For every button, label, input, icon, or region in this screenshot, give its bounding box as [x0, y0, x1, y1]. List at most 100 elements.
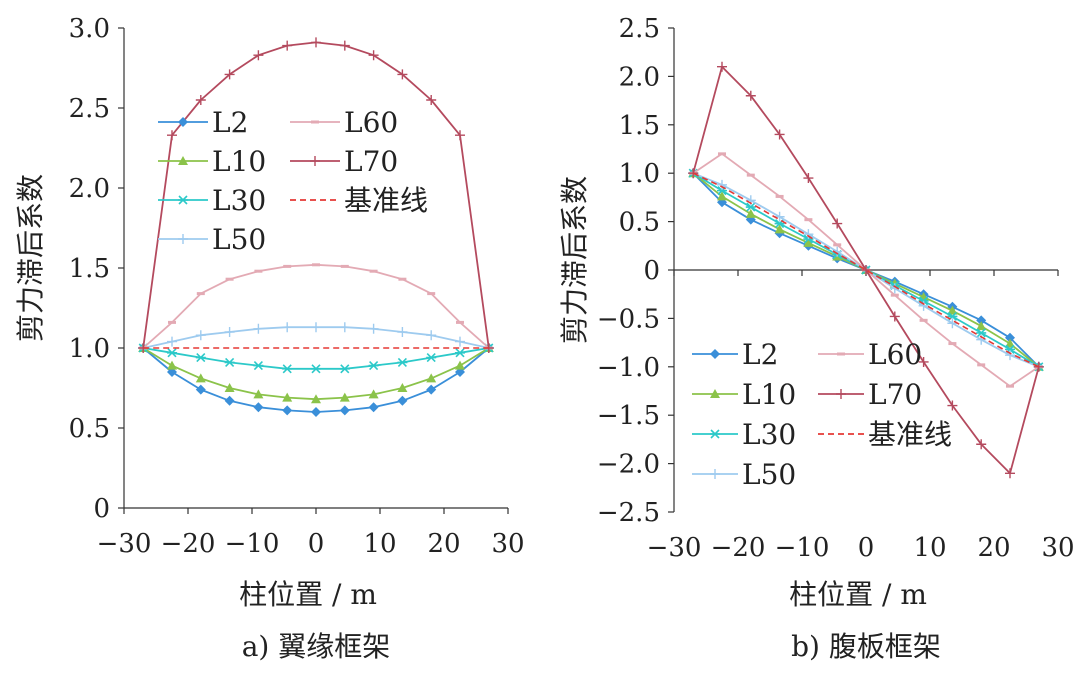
data-point [803, 173, 814, 184]
data-point [1005, 350, 1015, 361]
series-line [142, 41, 490, 349]
legend-label: L2 [742, 338, 778, 371]
series-line [142, 347, 490, 401]
data-point [455, 360, 465, 370]
series-L10 [138, 343, 494, 404]
x-tick-label: −30 [647, 533, 702, 563]
legend-item: L50 [158, 223, 266, 256]
data-point [339, 364, 350, 374]
x-tick-label: −20 [711, 533, 766, 563]
data-point [311, 364, 321, 374]
data-point [167, 360, 177, 370]
y-tick-label: 0.5 [619, 208, 660, 238]
data-point [976, 328, 987, 338]
data-point [368, 361, 379, 371]
data-point [397, 395, 408, 406]
data-point [918, 356, 929, 367]
x-tick-label: −30 [97, 529, 152, 559]
x-tick-label: 10 [363, 529, 396, 559]
data-point [195, 95, 206, 105]
legend-label: L70 [868, 378, 922, 411]
series-line [142, 263, 490, 349]
y-tick-label: −0.5 [597, 304, 660, 334]
data-point [224, 357, 235, 367]
y-tick-label: 2.5 [619, 14, 660, 44]
y-tick-label: −1.5 [597, 401, 660, 431]
data-point [455, 348, 465, 358]
data-point [918, 300, 929, 311]
legend-label: 基准线 [868, 418, 952, 451]
data-point [368, 50, 379, 61]
data-point [224, 395, 235, 406]
data-point [1005, 332, 1015, 343]
legend-item: L70 [818, 378, 922, 411]
x-tick-label: −10 [225, 529, 280, 559]
data-point [947, 400, 958, 411]
data-point [889, 311, 900, 322]
legend-item: L30 [692, 418, 796, 451]
data-point [426, 95, 437, 105]
data-point [803, 229, 814, 240]
x-tick-label: 20 [977, 533, 1010, 563]
y-tick-label: 0 [93, 494, 110, 524]
legend-marker [310, 156, 320, 166]
data-point [717, 179, 727, 190]
y-tick-label: 1.5 [69, 254, 110, 284]
legend-item: L2 [158, 106, 248, 139]
x-tick-label: 0 [308, 529, 325, 559]
series-L2 [138, 343, 494, 417]
legend-label: L50 [212, 223, 266, 256]
legend-label: L30 [742, 418, 796, 451]
series-line [692, 172, 1040, 368]
legend-label: L2 [212, 106, 248, 139]
legend-item: L70 [290, 145, 398, 178]
chart-web-frame: −2.5−2.0−1.5−1.0−0.500.51.01.52.02.5−30−… [558, 14, 1075, 663]
data-point [717, 61, 727, 72]
x-tick-label: −20 [161, 529, 216, 559]
legend-marker [710, 429, 720, 439]
data-point [745, 202, 756, 212]
data-point [282, 405, 293, 416]
legend-item: L60 [818, 338, 922, 371]
chart-flange-frame: 0 0.5 1.0 1.5 2.0 2.5 3.0 −30 −20 −10 0 10 20 30 柱位置 /… [14, 14, 525, 663]
data-point [455, 336, 465, 347]
legend-label: L60 [344, 106, 398, 139]
y-tick-label: −2.5 [597, 498, 660, 528]
data-point [224, 69, 235, 80]
legend-label: L50 [742, 458, 796, 491]
data-point [311, 37, 321, 48]
legend-item: L10 [692, 378, 796, 411]
y-tick-label: 0 [643, 256, 660, 286]
data-point [368, 389, 379, 399]
legend-item: 基准线 [290, 184, 428, 217]
data-point [774, 211, 785, 222]
chart-caption: a) 翼缘框架 [242, 630, 391, 663]
y-tick-label: 1.0 [619, 159, 660, 189]
legend-label: L30 [212, 184, 266, 217]
data-point [253, 402, 264, 413]
series-L70 [688, 61, 1044, 479]
data-point [282, 392, 293, 402]
y-axis-label: 剪力滞后系数 [14, 174, 47, 342]
y-tick-label: 3.0 [69, 14, 110, 44]
data-point [426, 330, 437, 341]
data-point [426, 353, 437, 363]
legend-item: L2 [692, 338, 778, 371]
series-L30 [138, 343, 494, 374]
legend-label: L70 [344, 145, 398, 178]
x-tick-label: 20 [427, 529, 460, 559]
data-point [861, 265, 871, 275]
y-tick-label: −2.0 [597, 450, 660, 480]
data-point [195, 373, 206, 383]
legend-item: L50 [692, 458, 796, 491]
legend-marker [178, 156, 188, 165]
data-point [1005, 468, 1015, 479]
data-point [339, 392, 350, 402]
data-point [311, 407, 321, 417]
x-tick-label: 0 [858, 533, 875, 563]
data-point [745, 90, 756, 101]
legend-label: 基准线 [344, 184, 428, 217]
legend: L2 L10 L30 L50 L60 L70 基准线 [692, 338, 952, 491]
x-tick-label: −10 [775, 533, 830, 563]
